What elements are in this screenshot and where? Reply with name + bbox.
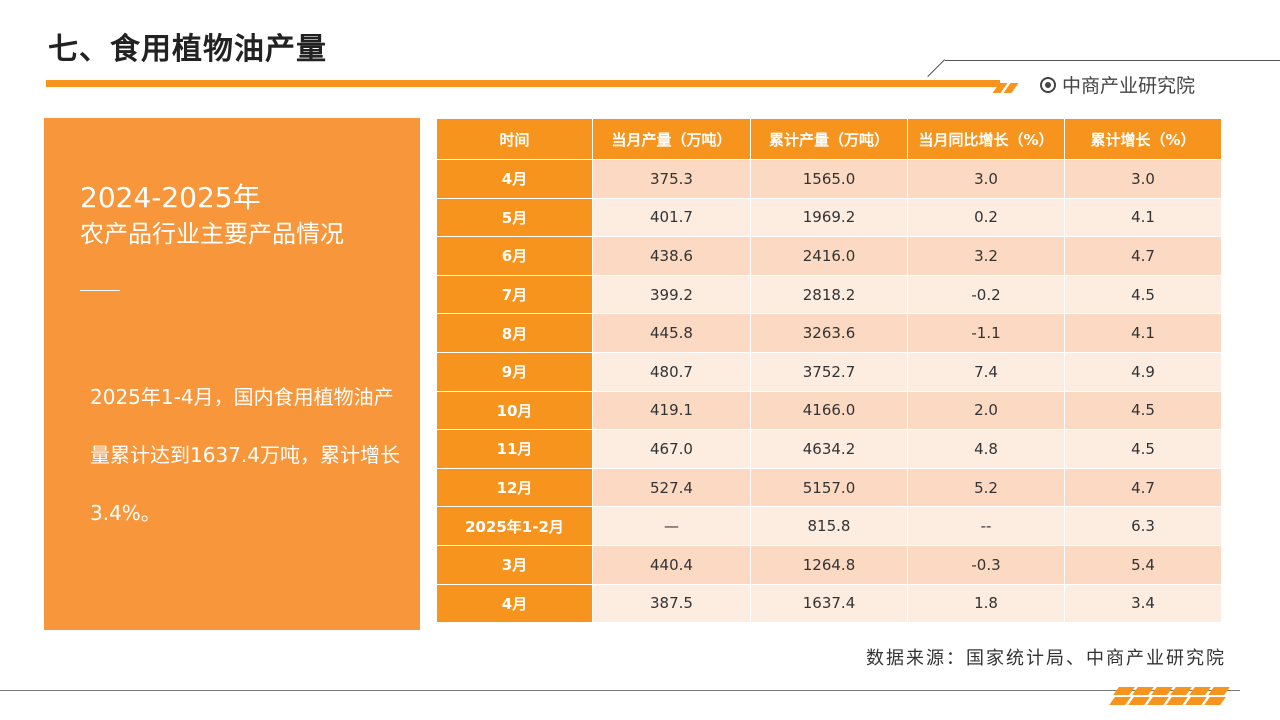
- row-cumulative-growth: 3.0: [1064, 159, 1222, 199]
- row-monthly-yoy: 2.0: [907, 390, 1065, 431]
- row-cumulative-growth: 4.9: [1064, 351, 1222, 392]
- table-row: 5月 401.7 1969.2 0.2 4.1: [436, 197, 1222, 238]
- row-month: 10月: [436, 390, 593, 431]
- row-monthly-output: 440.4: [592, 544, 751, 585]
- brand-name: 中商产业研究院: [1062, 75, 1196, 97]
- title-underline-bar: [46, 80, 1000, 87]
- row-monthly-yoy: -0.2: [907, 274, 1065, 315]
- table-row: 7月 399.2 2818.2 -0.2 4.5: [436, 274, 1222, 315]
- row-monthly-yoy: -1.1: [907, 313, 1065, 353]
- row-cumulative-output: 1565.0: [750, 159, 908, 199]
- row-cumulative-growth: 3.4: [1064, 583, 1222, 624]
- row-monthly-yoy: 4.8: [907, 429, 1065, 469]
- row-monthly-output: 527.4: [592, 467, 751, 508]
- table-row: 11月 467.0 4634.2 4.8 4.5: [436, 429, 1222, 469]
- table-header-row: 时间 当月产量（万吨） 累计产量（万吨） 当月同比增长（%） 累计增长（%）: [436, 118, 1222, 160]
- row-month: 4月: [436, 583, 593, 624]
- row-month: 12月: [436, 467, 593, 508]
- column-header-time: 时间: [436, 118, 593, 160]
- row-cumulative-output: 3752.7: [750, 351, 908, 392]
- table-row: 10月 419.1 4166.0 2.0 4.5: [436, 390, 1222, 431]
- brand-circle-icon: [1040, 76, 1056, 93]
- summary-year: 2024-2025年: [80, 181, 261, 214]
- row-month: 11月: [436, 429, 593, 469]
- row-monthly-output: 438.6: [592, 236, 751, 276]
- row-cumulative-growth: 4.1: [1064, 197, 1222, 238]
- row-month: 4月: [436, 159, 593, 199]
- row-cumulative-growth: 4.5: [1064, 429, 1222, 469]
- row-month: 8月: [436, 313, 593, 353]
- row-month: 3月: [436, 544, 593, 585]
- row-cumulative-output: 4634.2: [750, 429, 908, 469]
- brand-logo: 中商产业研究院: [1040, 71, 1195, 98]
- summary-divider: [80, 290, 120, 291]
- row-cumulative-growth: 4.7: [1064, 236, 1222, 276]
- table-row: 12月 527.4 5157.0 5.2 4.7: [436, 467, 1222, 508]
- row-cumulative-growth: 4.5: [1064, 274, 1222, 315]
- table-row: 3月 440.4 1264.8 -0.3 5.4: [436, 544, 1222, 585]
- production-table: 时间 当月产量（万吨） 累计产量（万吨） 当月同比增长（%） 累计增长（%） 4…: [436, 118, 1222, 624]
- column-header-monthly-output: 当月产量（万吨）: [592, 118, 751, 160]
- summary-panel: 2024-2025年 农产品行业主要产品情况 2025年1-4月，国内食用植物油…: [44, 118, 420, 630]
- row-monthly-output: 467.0: [592, 429, 751, 469]
- row-monthly-yoy: 5.2: [907, 467, 1065, 508]
- row-monthly-yoy: 3.0: [907, 159, 1065, 199]
- row-monthly-yoy: -0.3: [907, 544, 1065, 585]
- row-cumulative-output: 2416.0: [750, 236, 908, 276]
- table-row: 4月 375.3 1565.0 3.0 3.0: [436, 159, 1222, 199]
- row-month: 9月: [436, 351, 593, 392]
- row-monthly-yoy: 7.4: [907, 351, 1065, 392]
- row-monthly-output: 387.5: [592, 583, 751, 624]
- row-cumulative-output: 1264.8: [750, 544, 908, 585]
- row-cumulative-growth: 4.5: [1064, 390, 1222, 431]
- row-month: 7月: [436, 274, 593, 315]
- row-cumulative-output: 1969.2: [750, 197, 908, 238]
- row-monthly-output: 375.3: [592, 159, 751, 199]
- table-row: 8月 445.8 3263.6 -1.1 4.1: [436, 313, 1222, 353]
- row-cumulative-output: 3263.6: [750, 313, 908, 353]
- row-cumulative-output: 5157.0: [750, 467, 908, 508]
- summary-subtitle: 农产品行业主要产品情况: [80, 220, 344, 248]
- row-monthly-output: 480.7: [592, 351, 751, 392]
- table-row: 6月 438.6 2416.0 3.2 4.7: [436, 236, 1222, 276]
- table-row: 4月 387.5 1637.4 1.8 3.4: [436, 583, 1222, 624]
- row-cumulative-growth: 4.1: [1064, 313, 1222, 353]
- table-row: 9月 480.7 3752.7 7.4 4.9: [436, 351, 1222, 392]
- row-monthly-yoy: 0.2: [907, 197, 1065, 238]
- title-stripes-decoration: [992, 78, 1019, 97]
- row-monthly-output: —: [592, 506, 751, 546]
- row-month: 5月: [436, 197, 593, 238]
- header-decoration-line: [945, 60, 1280, 80]
- table-row: 2025年1-2月 — 815.8 -- 6.3: [436, 506, 1222, 546]
- column-header-cumulative-output: 累计产量（万吨）: [750, 118, 908, 160]
- row-monthly-output: 445.8: [592, 313, 751, 353]
- row-cumulative-growth: 4.7: [1064, 467, 1222, 508]
- row-cumulative-growth: 5.4: [1064, 544, 1222, 585]
- row-monthly-output: 401.7: [592, 197, 751, 238]
- row-cumulative-growth: 6.3: [1064, 506, 1222, 546]
- page-title: 七、食用植物油产量: [48, 32, 327, 67]
- column-header-monthly-yoy: 当月同比增长（%）: [907, 118, 1065, 160]
- row-month: 6月: [436, 236, 593, 276]
- row-monthly-output: 399.2: [592, 274, 751, 315]
- footer-stripes-decoration-lower: [1109, 690, 1226, 709]
- row-cumulative-output: 815.8: [750, 506, 908, 546]
- row-month: 2025年1-2月: [436, 506, 593, 546]
- column-header-cumulative-growth: 累计增长（%）: [1064, 118, 1222, 160]
- data-source-note: 数据来源：国家统计局、中商产业研究院: [866, 648, 1226, 669]
- row-monthly-yoy: 1.8: [907, 583, 1065, 624]
- row-monthly-output: 419.1: [592, 390, 751, 431]
- row-cumulative-output: 4166.0: [750, 390, 908, 431]
- row-cumulative-output: 1637.4: [750, 583, 908, 624]
- summary-text: 2025年1-4月，国内食用植物油产量累计达到1637.4万吨，累计增长3.4%…: [90, 385, 400, 525]
- row-monthly-yoy: 3.2: [907, 236, 1065, 276]
- footer-divider: [0, 690, 1240, 691]
- row-cumulative-output: 2818.2: [750, 274, 908, 315]
- row-monthly-yoy: --: [907, 506, 1065, 546]
